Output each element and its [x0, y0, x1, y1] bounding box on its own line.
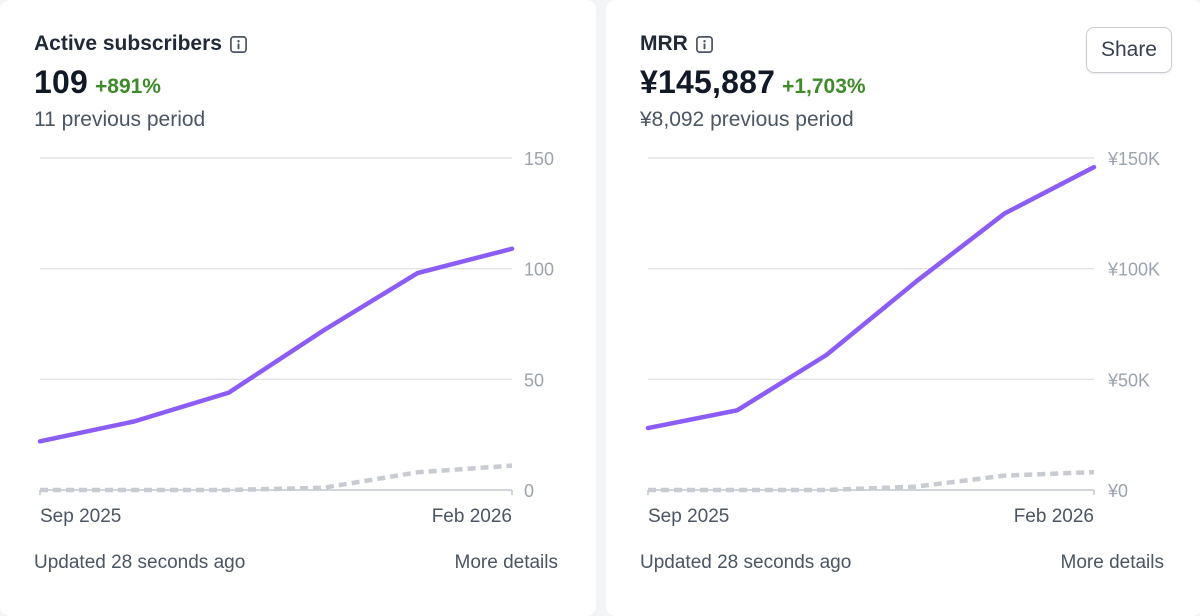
- mrr-card: MRR Share ¥145,887 +1,703% ¥8,092 previo…: [606, 0, 1200, 616]
- metric-value: ¥145,887: [640, 64, 776, 100]
- metric-row: ¥145,887 +1,703%: [640, 64, 866, 101]
- x-tick-label: Sep 2025: [648, 506, 729, 527]
- info-icon[interactable]: [695, 35, 714, 54]
- more-details-link[interactable]: More details: [1060, 552, 1165, 573]
- card-title: Active subscribers: [34, 32, 222, 55]
- share-button[interactable]: Share: [1085, 27, 1172, 73]
- metric-change: +1,703%: [782, 75, 866, 98]
- previous-period: 11 previous period: [34, 108, 206, 131]
- subscribers-line-chart: 150 100 50 0 Sep 2025 Feb 2026: [37, 149, 554, 527]
- y-tick-label: 100: [524, 260, 554, 280]
- more-details-link[interactable]: More details: [454, 552, 559, 573]
- info-icon[interactable]: [229, 35, 248, 54]
- previous-period: ¥8,092 previous period: [640, 108, 854, 131]
- updated-timestamp: Updated 28 seconds ago: [34, 552, 246, 573]
- x-tick-label: Feb 2026: [432, 506, 512, 527]
- x-tick-label: Sep 2025: [40, 506, 121, 527]
- metric-row: 109 +891%: [34, 64, 161, 101]
- x-tick-label: Feb 2026: [1014, 506, 1094, 527]
- y-tick-label: 0: [524, 481, 534, 501]
- y-tick-label: ¥150K: [1107, 149, 1160, 169]
- card-title-row: Active subscribers: [34, 32, 248, 56]
- mrr-line-chart: ¥150K ¥100K ¥50K ¥0 Sep 2025 Feb 2026: [645, 149, 1160, 527]
- card-title: MRR: [640, 32, 688, 55]
- previous-period-line: [648, 469, 1095, 493]
- previous-period-line: [40, 463, 513, 493]
- y-tick-label: 150: [524, 149, 554, 169]
- active-subscribers-card: Active subscribers 109 +891% 11 previous…: [0, 0, 596, 616]
- card-title-row: MRR: [640, 32, 714, 56]
- y-tick-label: ¥50K: [1107, 370, 1150, 390]
- y-tick-label: 50: [524, 370, 544, 390]
- updated-timestamp: Updated 28 seconds ago: [640, 552, 852, 573]
- metric-value: 109: [34, 64, 88, 100]
- y-tick-label: ¥100K: [1107, 260, 1160, 280]
- y-tick-label: ¥0: [1107, 481, 1128, 501]
- current-period-line: [37, 246, 515, 444]
- metric-change: +891%: [95, 75, 161, 98]
- current-period-line: [645, 164, 1097, 431]
